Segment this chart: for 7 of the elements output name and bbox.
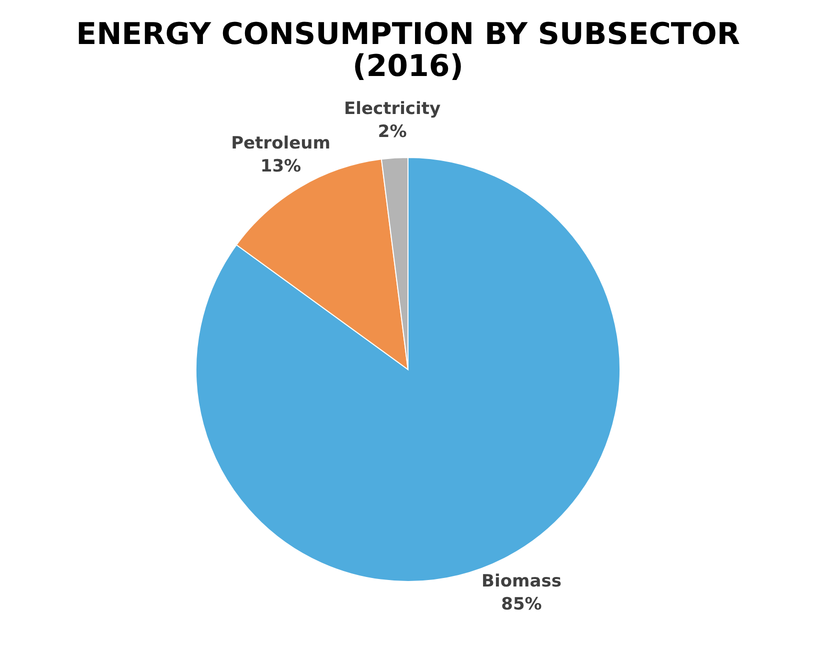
slice-label: Electricity — [344, 98, 441, 119]
data-label: 2% — [378, 122, 407, 142]
data-label: 13% — [260, 156, 302, 176]
data-label: 85% — [501, 594, 542, 614]
slice-label: Petroleum — [231, 133, 330, 154]
slice-label: Biomass — [482, 571, 562, 592]
chart-title: ENERGY CONSUMPTION BY SUBSECTOR (2016) — [76, 17, 740, 84]
